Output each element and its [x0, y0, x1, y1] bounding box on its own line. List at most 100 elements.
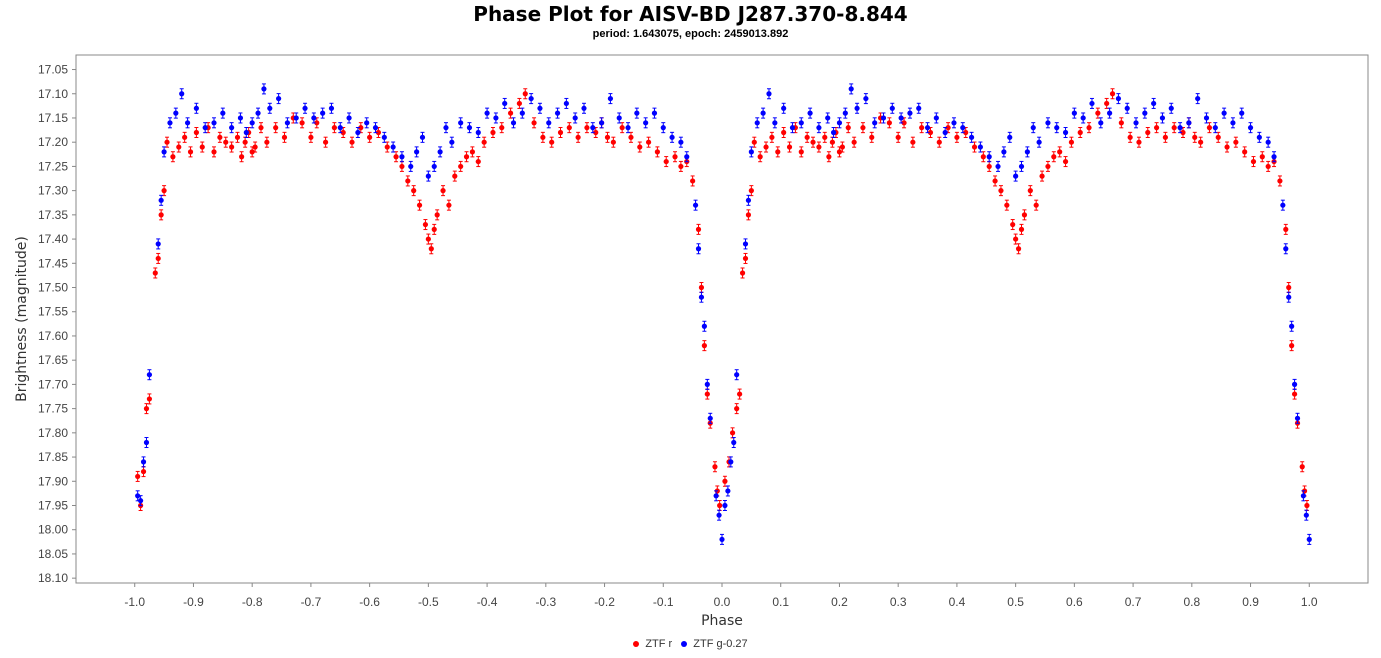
data-point — [745, 197, 752, 203]
data-point — [1259, 154, 1265, 160]
data-point — [690, 178, 696, 184]
data-point — [798, 149, 804, 155]
data-point — [910, 139, 916, 145]
x-tick-label: -0.3 — [535, 595, 556, 609]
data-point — [1289, 323, 1295, 329]
data-point — [340, 129, 346, 136]
data-point — [249, 149, 255, 155]
y-tick-label: 18.00 — [38, 523, 68, 537]
y-tick-label: 17.40 — [38, 232, 68, 246]
data-point — [1224, 144, 1230, 150]
data-point — [452, 173, 458, 179]
data-point — [135, 493, 141, 499]
x-tick-label: -0.9 — [183, 595, 204, 609]
legend-item-ztf-r: ZTF r — [633, 638, 672, 650]
data-point — [825, 115, 831, 121]
data-point — [786, 144, 793, 150]
data-point — [848, 86, 854, 92]
data-point — [187, 149, 194, 155]
data-point — [1299, 464, 1305, 470]
data-point — [419, 134, 426, 140]
data-point — [945, 125, 951, 131]
x-tick-label: -0.7 — [301, 595, 322, 609]
data-point — [581, 105, 587, 111]
data-point — [869, 134, 875, 140]
data-point — [1109, 91, 1116, 97]
data-point — [449, 139, 455, 145]
data-point — [1177, 125, 1183, 131]
data-point — [182, 134, 188, 140]
data-point — [772, 120, 778, 126]
data-point — [760, 110, 766, 116]
data-point — [554, 110, 561, 116]
data-point — [722, 502, 728, 509]
x-tick-label: -0.4 — [477, 595, 498, 609]
data-point — [1151, 100, 1157, 107]
data-point — [155, 241, 161, 247]
data-point — [1247, 125, 1254, 131]
data-point — [692, 202, 699, 208]
data-point — [628, 134, 634, 140]
data-point — [851, 139, 857, 145]
data-point — [302, 105, 308, 111]
data-point — [431, 163, 437, 170]
data-point — [384, 144, 390, 150]
data-point — [829, 139, 836, 145]
data-point — [845, 125, 851, 131]
data-point — [898, 115, 904, 121]
data-point — [490, 129, 496, 136]
data-point — [698, 284, 705, 291]
data-point — [211, 120, 217, 126]
data-point — [839, 144, 845, 150]
data-point — [367, 134, 373, 140]
data-point — [1004, 202, 1010, 208]
data-point — [1180, 129, 1186, 136]
data-point — [173, 110, 179, 116]
plot-area — [75, 54, 1369, 584]
data-point — [1186, 120, 1192, 126]
data-point — [184, 120, 191, 126]
data-point — [493, 115, 499, 121]
data-point — [416, 202, 423, 208]
data-point — [273, 125, 279, 131]
data-point — [986, 154, 992, 160]
data-point — [992, 178, 998, 184]
data-point — [252, 144, 258, 150]
data-point — [1277, 178, 1283, 184]
data-point — [980, 154, 986, 160]
x-tick-label: 1.0 — [1301, 595, 1318, 609]
data-point — [355, 129, 361, 136]
data-point — [643, 120, 649, 126]
data-point — [637, 144, 643, 150]
data-point — [798, 120, 804, 126]
data-point — [179, 91, 185, 97]
data-point — [830, 129, 837, 136]
data-point — [234, 134, 241, 140]
data-point — [769, 134, 775, 140]
data-point — [170, 154, 176, 160]
y-tick-label: 18.05 — [38, 547, 68, 561]
data-point — [229, 144, 235, 150]
data-point — [698, 294, 705, 300]
x-tick-label: -0.6 — [359, 595, 380, 609]
data-point — [927, 129, 934, 136]
data-point — [880, 115, 887, 121]
data-point — [540, 134, 546, 140]
data-point — [763, 144, 769, 150]
data-point — [590, 125, 596, 131]
data-point — [729, 430, 736, 436]
data-point — [299, 120, 305, 126]
data-point — [572, 115, 578, 121]
data-point — [255, 110, 261, 116]
data-point — [1153, 125, 1160, 131]
y-tick-label: 17.30 — [38, 184, 68, 198]
data-point — [1095, 110, 1101, 116]
data-point — [1294, 415, 1301, 421]
data-point — [143, 439, 150, 446]
y-tick-label: 17.90 — [38, 474, 68, 488]
data-point — [854, 105, 860, 111]
data-point — [375, 129, 382, 136]
data-point — [243, 129, 249, 136]
data-point — [193, 105, 199, 111]
